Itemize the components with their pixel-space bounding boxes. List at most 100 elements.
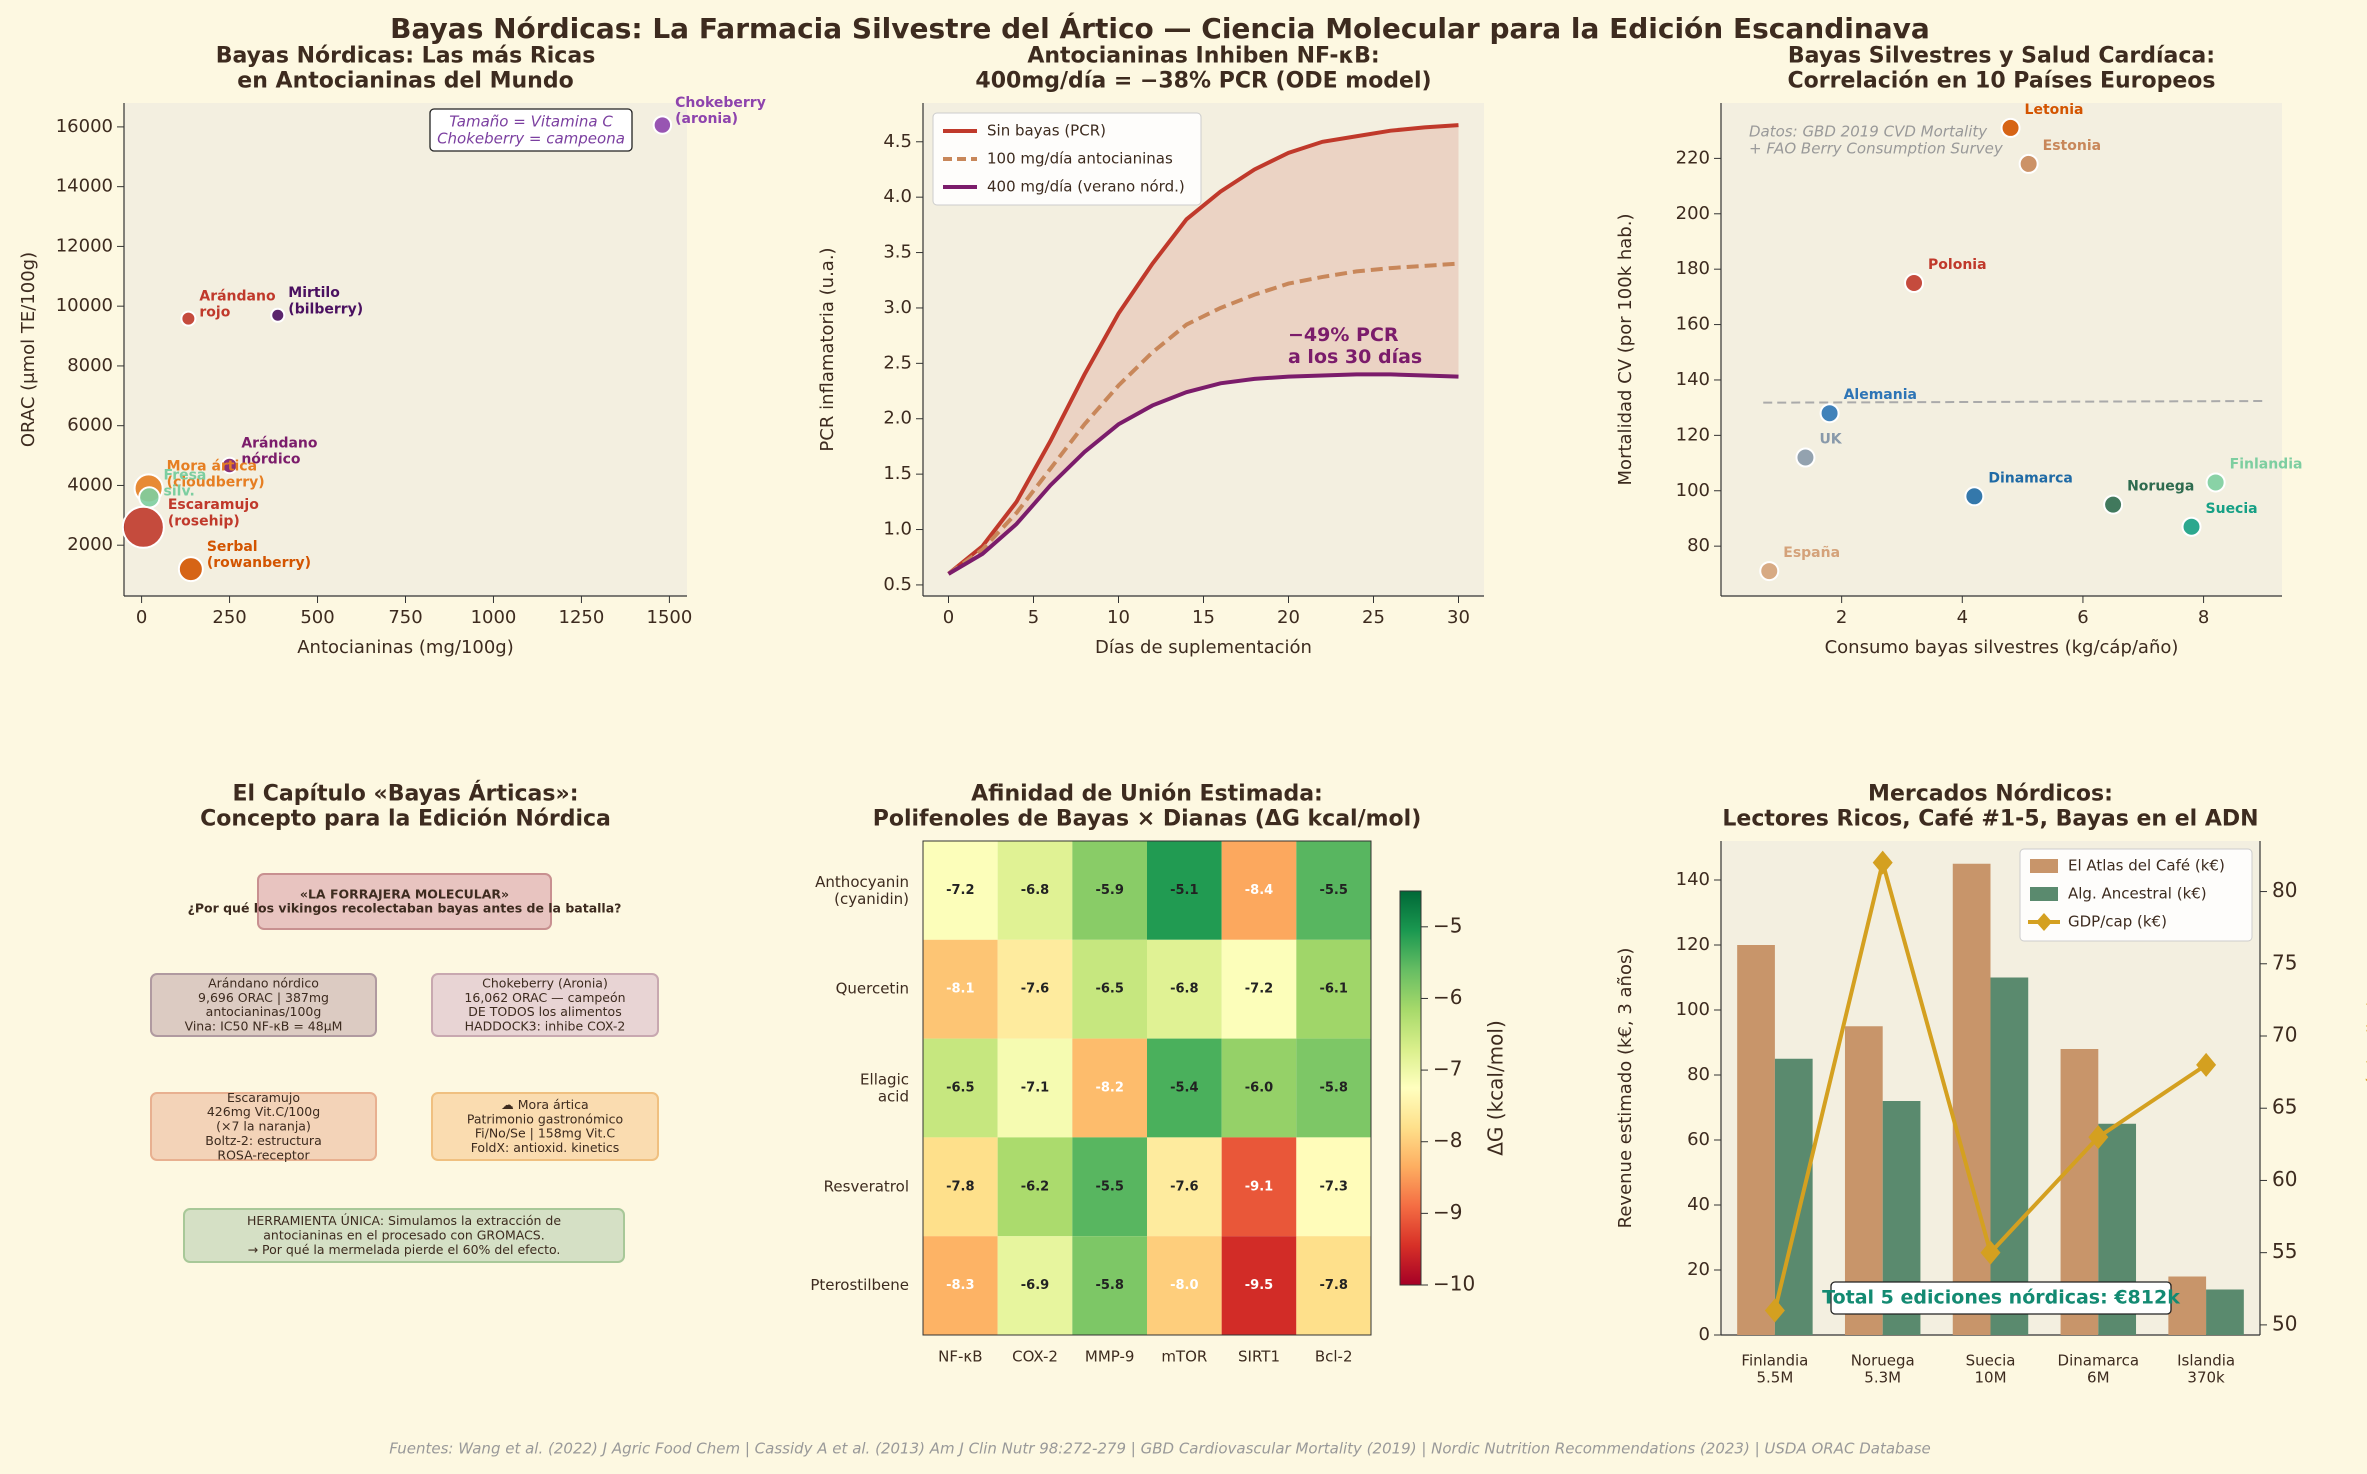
y-axis-label: Mortalidad CV (por 100k hab.) (1615, 214, 1636, 486)
point-label: Dinamarca (1988, 470, 2073, 486)
row-label: Pterostilbene (810, 1276, 909, 1294)
x-tick-label: 0 (136, 607, 147, 628)
line (947, 123, 1459, 576)
heatmap-cell (1072, 1137, 1147, 1237)
y-tick-label: 4000 (67, 474, 113, 495)
y-tick-label: 10000 (56, 295, 113, 316)
y2-axis-label: GDP per cápita (k€) (2364, 999, 2367, 1176)
y2-tick-label: 80 (2272, 878, 2297, 902)
heatmap-cell (1072, 841, 1147, 940)
row-label: Ellagic acid (860, 1070, 909, 1105)
point-label: Polonia (1928, 257, 1987, 273)
cell-label: -5.9 (1095, 883, 1123, 898)
bar (2206, 1289, 2244, 1335)
point-label: UK (1819, 432, 1842, 448)
panel-title: Antocianinas Inhiben NF-κB: 400mg/día = −… (975, 43, 1431, 93)
heatmap-cell (1221, 939, 1297, 1039)
y-tick-label: 140 (1676, 869, 1710, 890)
annotation: Tamaño = Vitamina C Chokeberry = campeona (437, 112, 625, 147)
y-tick-label: 3.0 (883, 297, 912, 318)
point-label: Suecia (2206, 501, 2258, 517)
point (2018, 153, 2039, 174)
point-label: Alemania (1844, 387, 1917, 403)
line (947, 261, 1459, 576)
y-tick-label: 6000 (67, 415, 113, 436)
x-tick-label: 10 (1107, 607, 1130, 628)
cell-label: -7.2 (946, 883, 974, 898)
panel-title: Afinidad de Unión Estimada: Polifenoles d… (873, 781, 1422, 831)
y2-tick-label: 50 (2272, 1311, 2297, 1335)
column-label: MMP-9 (1085, 1348, 1135, 1366)
column-label: Bcl-2 (1315, 1348, 1353, 1366)
x-tick-label: 8 (2198, 607, 2209, 628)
heatmap-cell (923, 841, 998, 940)
cell-label: -6.5 (946, 1081, 974, 1096)
cell-label: -7.3 (1319, 1179, 1347, 1194)
cell-label: -8.0 (1170, 1278, 1198, 1293)
heatmap-cell (1221, 1236, 1297, 1335)
row-label: Anthocyanin (cyanidin) (815, 872, 909, 907)
colorbar-label: ΔG (kcal/mol) (1484, 1020, 1508, 1156)
heatmap-cell (1072, 1038, 1147, 1138)
cell-label: -5.4 (1170, 1081, 1198, 1096)
x-tick-label: 1000 (471, 607, 517, 628)
concept-box (257, 873, 552, 930)
y-tick-label: 2.5 (883, 352, 912, 373)
point (270, 307, 286, 323)
y-tick-label: 12000 (56, 235, 113, 256)
point (1819, 403, 1840, 424)
x-tick-label: Islandia 370k (2177, 1351, 2235, 1386)
y2-tick-label: 65 (2272, 1095, 2297, 1119)
cell-label: -6.8 (1170, 982, 1198, 997)
y-tick-label: 1.0 (883, 519, 912, 540)
y-tick-label: 180 (1676, 258, 1710, 279)
point (2103, 494, 2124, 515)
y-tick-label: 120 (1676, 934, 1710, 955)
x-tick-label: Noruega 5.3M (1851, 1351, 1915, 1386)
y-tick-label: 3.5 (883, 242, 912, 263)
point-label: Noruega (2127, 479, 2194, 495)
marker (1980, 1240, 2001, 1265)
colorbar-tick-label: −7 (1433, 1057, 1462, 1081)
panel-title: Mercados Nórdicos: Lectores Ricos, Café #… (1722, 781, 2258, 831)
x-tick-label: 25 (1362, 607, 1385, 628)
concept-box (150, 1092, 377, 1161)
panel-title: Bayas Nórdicas: Las más Ricas en Antocian… (216, 43, 596, 93)
bar (2168, 1276, 2207, 1335)
point-label: Finlandia (2230, 456, 2303, 472)
column-label: NF-κB (938, 1348, 982, 1366)
y-tick-label: 0 (1699, 1324, 1710, 1345)
point-label: Arándano rojo (199, 289, 276, 321)
colorbar-tick-label: −9 (1433, 1200, 1462, 1224)
footer: Fuentes: Wang et al. (2022) J Agric Food… (389, 1440, 1931, 1458)
heatmap-cell (1147, 841, 1222, 940)
cell-label: -7.6 (1170, 1179, 1198, 1194)
y-axis-label: PCR inflamatoria (u.a.) (817, 247, 838, 451)
y2-tick-label: 55 (2272, 1239, 2297, 1263)
bar (1990, 977, 2029, 1335)
cell-label: -5.5 (1095, 1179, 1123, 1194)
cell-label: -9.1 (1245, 1179, 1273, 1194)
y-tick-label: 60 (1687, 1129, 1710, 1150)
heatmap-cell (1147, 939, 1222, 1039)
x-tick-label: 250 (212, 607, 246, 628)
legend-patch (2030, 887, 2058, 901)
panel-title: El Capítulo «Bayas Árticas»: Concepto par… (200, 780, 611, 831)
heatmap-cell (1072, 939, 1147, 1039)
x-tick-label: 0 (943, 607, 954, 628)
concept-box (150, 973, 377, 1037)
y2-tick-label: 75 (2272, 950, 2297, 974)
concept-box (431, 973, 659, 1037)
column-label: mTOR (1161, 1348, 1207, 1366)
heatmap-cell (1147, 1137, 1222, 1237)
heatmap-cell (1296, 841, 1371, 940)
x-tick-label: 1500 (647, 607, 693, 628)
cell-label: -5.8 (1095, 1278, 1123, 1293)
heatmap-cell (997, 1137, 1073, 1237)
annotation-box (1830, 1281, 2172, 1315)
y-tick-label: 1.5 (883, 463, 912, 484)
concept-text: ☁ Mora ártica Patrimonio gastronómico Fi/N… (467, 1096, 623, 1154)
plot-area (124, 103, 687, 596)
row-label: Resveratrol (824, 1177, 909, 1195)
y-tick-label: 220 (1676, 147, 1710, 168)
